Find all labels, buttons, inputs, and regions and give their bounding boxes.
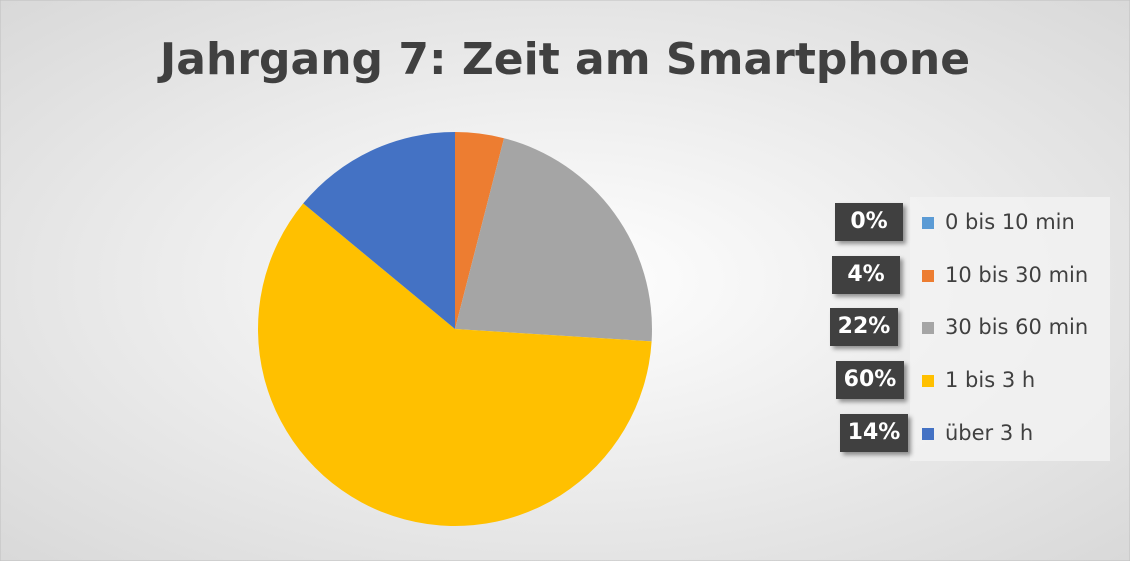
data-label: 4% (847, 262, 884, 287)
data-label-box (836, 361, 904, 399)
pie-slice (455, 132, 504, 329)
legend-swatch (922, 270, 934, 282)
legend-label: 10 bis 30 min (945, 263, 1088, 287)
data-label: 22% (838, 314, 891, 339)
legend-label: 30 bis 60 min (945, 315, 1088, 339)
data-label: 60% (844, 367, 897, 392)
data-label-box (840, 414, 908, 452)
chart-title: Jahrgang 7: Zeit am Smartphone (157, 34, 970, 85)
data-label-box (830, 308, 898, 346)
legend-swatch (922, 428, 934, 440)
data-label: 0% (850, 209, 887, 234)
legend-swatch (922, 322, 934, 334)
legend-label: über 3 h (945, 421, 1033, 445)
legend-label: 0 bis 10 min (945, 210, 1075, 234)
pie-slice (257, 203, 652, 526)
data-label-box (832, 256, 900, 294)
pie-slice (455, 138, 652, 342)
data-label: 14% (848, 420, 901, 445)
data-label-box (835, 203, 903, 241)
legend-label: 1 bis 3 h (945, 368, 1035, 392)
legend-swatch (922, 375, 934, 387)
legend-box (910, 197, 1110, 461)
pie-slice (303, 132, 455, 329)
legend-swatch (922, 217, 934, 229)
